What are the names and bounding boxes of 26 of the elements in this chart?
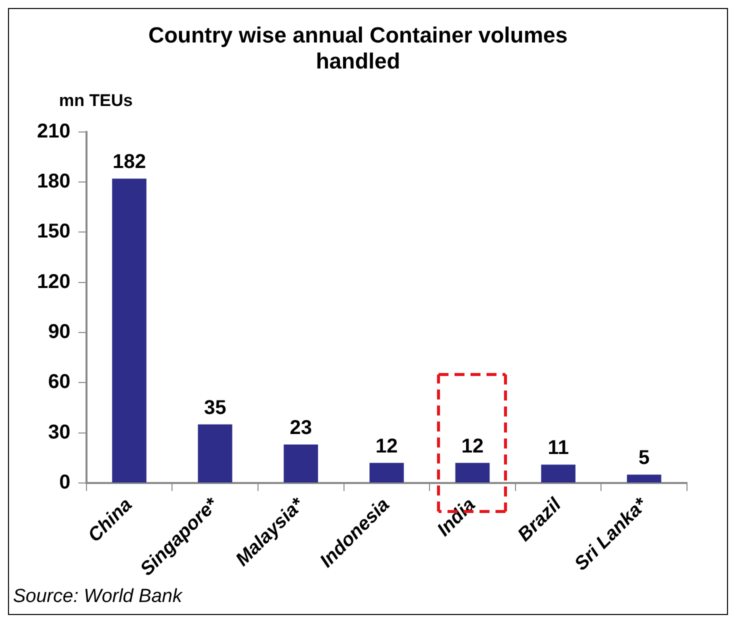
data-label: 182 (112, 151, 146, 174)
bar (626, 474, 662, 482)
data-label: 23 (290, 417, 312, 440)
text: Country wise annual Container volumes (148, 22, 568, 48)
bar (455, 462, 490, 482)
y-tick-label: 90 (48, 320, 70, 343)
data-label: 12 (376, 435, 398, 458)
y-tick-label: 0 (59, 471, 70, 494)
y-tick-label: 60 (48, 371, 70, 394)
bar (198, 424, 232, 482)
bar (112, 178, 146, 482)
data-label: 5 (638, 447, 650, 470)
bar (370, 462, 404, 482)
data-label: 12 (461, 435, 484, 458)
bar (284, 444, 318, 482)
y-tick-label: 150 (36, 220, 70, 243)
text: handled (316, 48, 400, 74)
y-tick-label: 120 (36, 270, 70, 293)
y-tick-label: 180 (36, 170, 70, 192)
bar (541, 464, 576, 482)
y-tick-label: 30 (48, 421, 70, 444)
source-note: Source: World Bank (12, 585, 184, 609)
y-axis-title: mn TEUs (59, 90, 133, 110)
y-tick-label: 210 (36, 120, 70, 142)
data-label: 35 (204, 396, 226, 419)
data-label: 11 (548, 437, 569, 460)
